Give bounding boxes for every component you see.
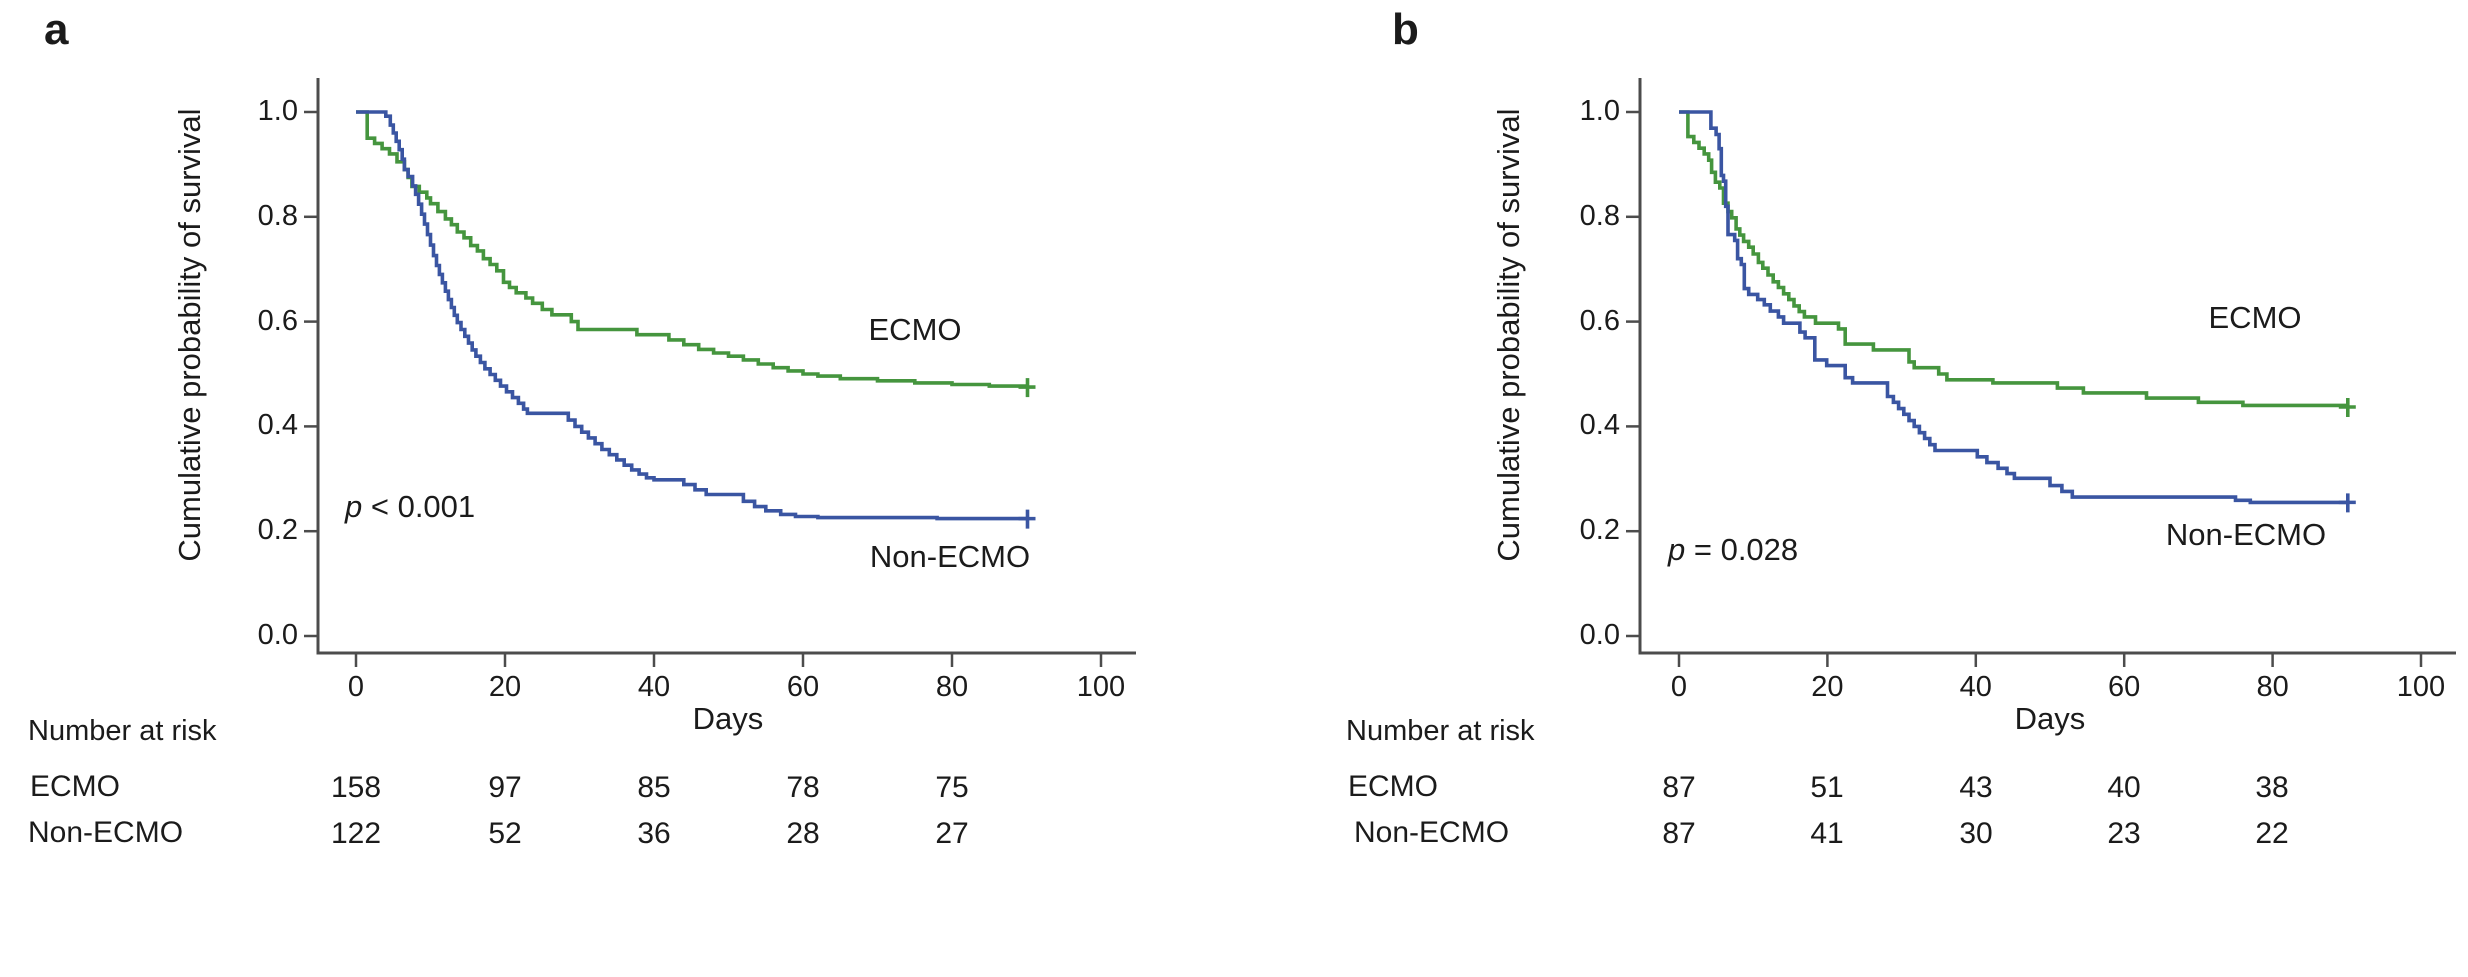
curve-label-ecmo-a: ECMO [868, 312, 962, 347]
risk-count: 43 [1959, 771, 1993, 804]
y-tick-label: 0.8 [1579, 199, 1620, 232]
y-tick-label: 0.4 [1579, 409, 1620, 442]
x-tick-label: 80 [935, 671, 969, 703]
survival-curve-non-ecmo [1679, 110, 2347, 505]
x-tick-label: 100 [1076, 671, 1126, 703]
y-tick-label: 1.0 [1579, 95, 1620, 127]
y-axis-title-b: Cumulative probability of survival [1491, 108, 1526, 562]
x-tick-label: 20 [488, 671, 522, 703]
x-tick-label: 0 [347, 671, 365, 703]
y-tick-label: 0.2 [257, 514, 298, 547]
p-value-a: p < 0.001 [345, 489, 476, 524]
survival-curve-ecmo [1679, 110, 2349, 408]
panel-a-letter: a [44, 5, 69, 54]
x-tick-label: 0 [1670, 671, 1688, 703]
risk-count: 78 [786, 771, 820, 804]
risk-count: 28 [786, 817, 820, 850]
y-tick-label: 1.0 [257, 95, 298, 127]
risk-count: 41 [1810, 817, 1844, 850]
number-at-risk-title-b: Number at risk [1346, 715, 1535, 747]
y-tick-label: 0.6 [1579, 304, 1620, 337]
x-tick-label: 80 [2256, 671, 2289, 703]
y-axis-title-a: Cumulative probability of survival [172, 108, 207, 562]
risk-row-label-non-ecmo-b: Non-ECMO [1354, 816, 1510, 849]
p-value-b: p = 0.028 [1668, 532, 1799, 567]
risk-count: 36 [637, 817, 671, 850]
x-tick-label: 20 [1811, 671, 1844, 703]
survival-curve-non-ecmo [356, 110, 1027, 521]
y-tick-label: 0.0 [1579, 619, 1620, 651]
risk-count: 97 [488, 771, 522, 804]
y-tick-label: 0.0 [257, 619, 298, 651]
curve-label-ecmo-b: ECMO [2208, 300, 2302, 335]
risk-count: 75 [935, 771, 969, 804]
y-tick-label: 0.4 [257, 409, 298, 442]
number-at-risk-title-a: Number at risk [28, 715, 217, 747]
risk-count: 52 [488, 817, 522, 850]
risk-count: 40 [2107, 771, 2141, 804]
risk-count: 27 [935, 817, 969, 850]
risk-row-label-ecmo-a: ECMO [30, 770, 120, 803]
y-tick-label: 0.2 [1579, 514, 1620, 547]
risk-row-label-ecmo-b: ECMO [1348, 770, 1438, 803]
x-tick-label: 60 [786, 671, 820, 703]
curve-label-non-ecmo-b: Non-ECMO [2165, 517, 2327, 552]
x-tick-label: 100 [2396, 671, 2446, 703]
panel-b-letter: b [1392, 5, 1419, 54]
risk-count: 87 [1662, 771, 1696, 804]
risk-count: 87 [1662, 817, 1696, 850]
risk-count: 38 [2255, 771, 2289, 804]
y-tick-label: 0.8 [257, 199, 298, 232]
risk-count: 23 [2107, 817, 2141, 850]
risk-row-label-non-ecmo-a: Non-ECMO [28, 816, 184, 849]
risk-count: 22 [2255, 817, 2289, 850]
y-tick-label: 0.6 [257, 304, 298, 337]
risk-count: 51 [1810, 771, 1844, 804]
x-tick-label: 40 [1959, 671, 1992, 703]
x-axis-title-a: Days [692, 701, 764, 736]
risk-count: 158 [330, 771, 382, 804]
x-axis-title-b: Days [2014, 701, 2086, 736]
x-tick-label: 60 [2108, 671, 2141, 703]
risk-count: 85 [637, 771, 671, 804]
risk-count: 30 [1959, 817, 1993, 850]
risk-count: 122 [330, 817, 382, 850]
x-tick-label: 40 [637, 671, 671, 703]
curve-label-non-ecmo-a: Non-ECMO [869, 539, 1031, 574]
